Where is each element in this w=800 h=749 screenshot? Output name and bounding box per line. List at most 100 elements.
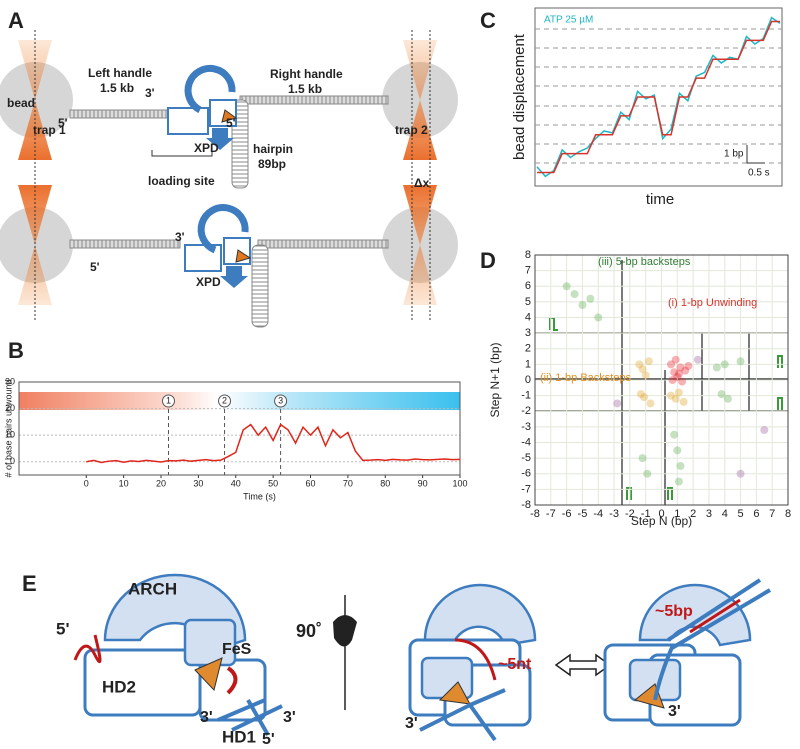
- x-tick-label: 90: [418, 478, 428, 488]
- label: bead: [7, 96, 35, 110]
- point: [684, 361, 693, 370]
- x-tick-label: 2: [690, 508, 696, 520]
- label: 1.5 kb: [100, 81, 134, 95]
- x-tick-label: 0: [84, 478, 89, 488]
- x-tick-label: 6: [753, 508, 759, 520]
- x-tick-label: -8: [530, 508, 540, 520]
- point: [679, 397, 688, 406]
- point: [678, 377, 687, 386]
- point: [640, 393, 649, 402]
- point: [723, 394, 732, 403]
- label: HD2: [102, 677, 136, 696]
- point: [638, 365, 647, 374]
- point: [717, 390, 726, 399]
- x-tick-label: 30: [193, 478, 203, 488]
- marker-label: 2: [222, 395, 227, 405]
- x-tick-label: -5: [578, 508, 588, 520]
- panel-letter: C: [480, 8, 496, 33]
- y-tick-label: 0: [525, 374, 531, 386]
- label: ~5bp: [655, 603, 693, 620]
- y-tick-label: 8: [525, 249, 531, 261]
- label: bead displacement: [511, 33, 528, 160]
- point: [693, 355, 702, 364]
- point: [673, 372, 682, 381]
- point: [673, 446, 682, 455]
- label: loading site: [148, 174, 215, 188]
- y-tick-label: -7: [521, 483, 531, 495]
- label: ~5nt: [498, 656, 532, 673]
- label: HD1: [222, 727, 256, 746]
- point: [681, 366, 690, 375]
- line: [86, 423, 461, 464]
- label: trap 2: [395, 123, 428, 137]
- annotation: ATP 25 µM: [544, 15, 593, 26]
- x-tick-label: 50: [268, 478, 278, 488]
- plot-frame: [534, 254, 789, 506]
- x-tick-label: 4: [722, 508, 728, 520]
- panel-letter: A: [8, 8, 24, 33]
- annotation: (ii) 1-bp Backsteps: [540, 372, 632, 384]
- y-tick-label: -6: [521, 468, 531, 480]
- x-tick-label: -2: [625, 508, 635, 520]
- label: 3': [200, 709, 213, 726]
- x-tick-label: 10: [119, 478, 129, 488]
- y-tick-label: 2: [525, 343, 531, 355]
- label: Left handle: [88, 66, 152, 80]
- marker-circle: [218, 394, 232, 408]
- point: [720, 360, 729, 369]
- label: XPD: [196, 275, 221, 289]
- label: 3': [283, 709, 296, 726]
- point: [676, 461, 685, 470]
- label: 3': [405, 715, 418, 732]
- panel-c: C: [480, 7, 783, 187]
- panel-b: B: [8, 338, 460, 410]
- label: 3': [145, 86, 155, 100]
- point: [671, 394, 680, 403]
- point: [562, 282, 571, 291]
- y-tick-label: -5: [521, 452, 531, 464]
- label: 89bp: [258, 157, 286, 171]
- label: Right handle: [270, 67, 343, 81]
- point: [676, 363, 685, 372]
- marker-circle: [274, 394, 288, 408]
- x-tick-label: 1: [674, 508, 680, 520]
- point: [578, 301, 587, 309]
- x-tick-label: 100: [452, 478, 467, 488]
- x-tick-label: -1: [641, 508, 651, 520]
- label: XPD: [194, 141, 219, 155]
- x-tick-label: 80: [380, 478, 390, 488]
- x-tick-label: 70: [343, 478, 353, 488]
- plot-frame: [18, 381, 461, 476]
- x-tick-label: -6: [562, 508, 572, 520]
- point: [638, 454, 647, 463]
- point: [635, 360, 644, 369]
- label: 5': [262, 731, 275, 748]
- y-tick-label: 30: [5, 376, 15, 386]
- y-tick-label: 3: [525, 327, 531, 339]
- label: Step N+1 (bp): [488, 342, 502, 417]
- line: [537, 20, 780, 174]
- panel-letter: B: [8, 338, 24, 363]
- point: [736, 357, 745, 366]
- label: hairpin: [253, 142, 293, 156]
- panel-letter: E: [22, 571, 37, 596]
- y-tick-label: 4: [525, 311, 531, 323]
- y-tick-label: 20: [5, 403, 15, 413]
- point: [641, 371, 650, 380]
- annotation: (i) 1-bp Unwinding: [668, 297, 757, 309]
- label: 90˚: [296, 621, 322, 641]
- y-tick-label: 6: [525, 280, 531, 292]
- y-tick-label: 5: [525, 296, 531, 308]
- label: 5': [90, 260, 100, 274]
- point: [712, 363, 721, 372]
- y-tick-label: -4: [521, 436, 531, 448]
- point: [646, 399, 655, 408]
- label: 5': [56, 619, 70, 638]
- point: [586, 294, 595, 303]
- panel-e: E ARCH 5' FeS HD2 HD1 3' 3' 5' 90˚ ~5nt …: [22, 571, 772, 748]
- y-tick-label: -3: [521, 421, 531, 433]
- x-tick-label: -7: [546, 508, 556, 520]
- y-tick-label: -1: [521, 390, 531, 402]
- marker-label: 3: [278, 395, 283, 405]
